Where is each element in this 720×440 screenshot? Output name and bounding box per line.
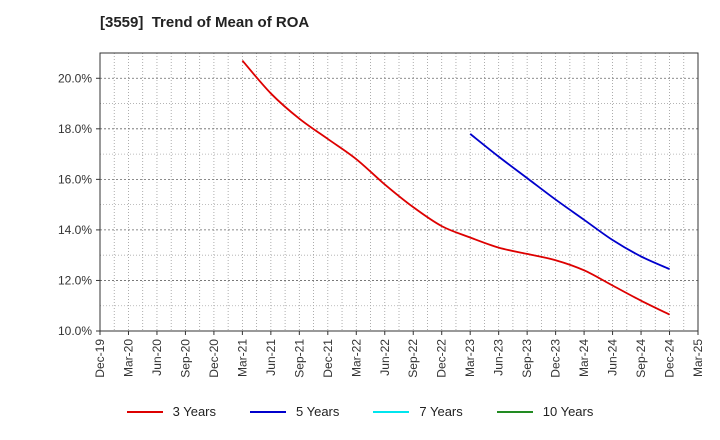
x-tick-label: Sep-21 <box>292 339 306 378</box>
x-tick-label: Dec-19 <box>93 339 107 378</box>
y-tick-label: 20.0% <box>58 71 92 85</box>
y-tick-label: 12.0% <box>58 273 92 287</box>
x-tick-label: Jun-20 <box>150 339 164 376</box>
series-line-5-years <box>469 133 670 270</box>
x-tick-label: Dec-21 <box>321 339 335 378</box>
series-line-3-years <box>241 59 670 316</box>
x-tick-label: Mar-21 <box>235 339 249 377</box>
x-tick-label: Mar-24 <box>577 339 591 377</box>
y-tick-label: 14.0% <box>58 223 92 237</box>
legend-item-7-years: 7 Years <box>373 404 463 419</box>
x-tick-label: Sep-22 <box>406 339 420 378</box>
x-tick-label: Jun-24 <box>606 339 620 376</box>
x-tick-label: Jun-23 <box>492 339 506 376</box>
grid-lines <box>99 52 699 332</box>
x-tick-label: Jun-21 <box>264 339 278 376</box>
legend-label-10-years: 10 Years <box>542 404 594 419</box>
legend-item-10-years: 10 Years <box>496 404 594 419</box>
line-chart: 10.0% 12.0% 14.0% 16.0% 18.0% 20.0% Dec-19 Mar-… <box>58 52 705 378</box>
legend-swatch-3-years <box>126 410 163 413</box>
y-tick-label: 16.0% <box>58 172 92 186</box>
legend-item-3-years: 3 Years <box>126 404 216 419</box>
axes: 10.0% 12.0% 14.0% 16.0% 18.0% 20.0% Dec-19 Mar-… <box>58 52 705 378</box>
x-tick-label: Mar-22 <box>349 339 363 377</box>
x-tick-label: Mar-23 <box>463 339 477 377</box>
legend: 3 Years 5 Years 7 Years 10 Years <box>0 404 720 419</box>
legend-item-5-years: 5 Years <box>250 404 339 419</box>
legend-swatch-5-years <box>250 410 286 413</box>
y-tick-label: 10.0% <box>58 324 92 338</box>
x-tick-label: Sep-20 <box>178 339 192 378</box>
x-tick-label: Mar-20 <box>121 339 135 377</box>
x-tick-label: Sep-23 <box>520 339 534 378</box>
legend-label-5-years: 5 Years <box>296 404 340 419</box>
legend-label-3-years: 3 Years <box>172 404 216 419</box>
x-tick-label: Sep-24 <box>634 339 648 378</box>
x-tick-label: Jun-22 <box>378 339 392 376</box>
legend-label-7-years: 7 Years <box>419 404 463 419</box>
x-tick-label: Mar-25 <box>691 339 705 377</box>
legend-swatch-10-years <box>496 410 533 413</box>
chart-title: [3559] Trend of Mean of ROA <box>100 14 310 31</box>
legend-swatch-7-years <box>373 410 410 413</box>
y-tick-label: 18.0% <box>58 122 92 136</box>
x-tick-label: Dec-24 <box>663 339 677 378</box>
x-tick-label: Dec-23 <box>549 339 563 378</box>
x-tick-label: Dec-20 <box>207 339 221 378</box>
x-tick-label: Dec-22 <box>435 339 449 378</box>
series-lines <box>241 59 670 316</box>
plot-area-border <box>99 52 699 332</box>
